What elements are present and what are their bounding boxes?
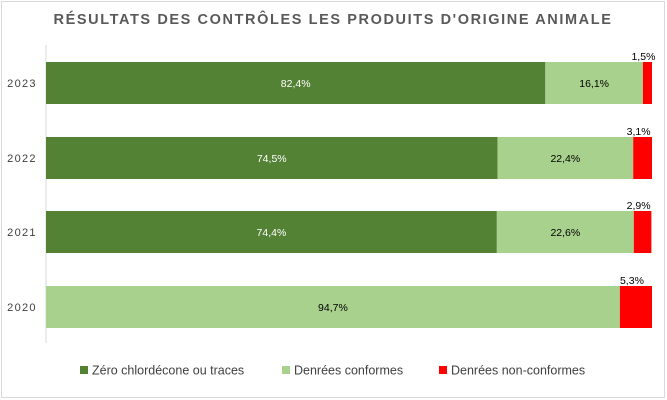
bar-segment-2020-s2 <box>619 286 652 328</box>
chart-title: RÉSULTATS DES CONTRÔLES LES PRODUITS D'O… <box>54 10 613 28</box>
bar-segment-2023-s2 <box>642 62 652 104</box>
category-label-2021: 2021 <box>7 227 37 239</box>
data-label-2023-s2: 1,5% <box>631 51 655 63</box>
data-label-2022-s0: 74,5% <box>257 153 287 165</box>
bar-segment-2021-s0 <box>46 211 497 253</box>
legend-label-s0: Zéro chlordécone ou traces <box>92 364 244 378</box>
data-label-2021-s0: 74,4% <box>257 227 287 239</box>
bar-segment-2022-s2 <box>633 137 652 179</box>
category-label-2023: 2023 <box>7 78 37 90</box>
legend-swatch-s2 <box>439 366 447 374</box>
data-label-2022-s2: 3,1% <box>627 126 651 138</box>
data-label-2021-s1: 22,6% <box>550 227 580 239</box>
legend-label-s2: Denrées non-conformes <box>451 364 585 378</box>
data-label-2023-s0: 82,4% <box>281 78 311 90</box>
data-label-2021-s2: 2,9% <box>627 200 651 212</box>
bar-segment-2021-s2 <box>633 211 652 253</box>
bar-segment-2022-s1 <box>497 137 634 179</box>
category-label-2022: 2022 <box>7 153 37 165</box>
bar-segment-2021-s1 <box>496 211 634 253</box>
legend-swatch-s0 <box>80 366 88 374</box>
data-label-2023-s1: 16,1% <box>579 78 609 90</box>
legend-swatch-s1 <box>282 366 290 374</box>
category-label-2020: 2020 <box>7 302 37 314</box>
bar-segment-2023-s1 <box>545 62 643 104</box>
bar-segment-2020-s1 <box>46 286 620 328</box>
bar-segment-2022-s0 <box>46 137 498 179</box>
data-label-2020-s1: 94,7% <box>318 302 348 314</box>
bars-group: 2023 82,4% 16,1% 1,5% 2022 74,5% 22,4% 3,1% 2021… <box>7 51 655 328</box>
data-label-2022-s1: 22,4% <box>550 153 580 165</box>
bar-segment-2023-s0 <box>46 62 546 104</box>
legend: Zéro chlordécone ou traces Denrées confor… <box>80 364 585 378</box>
data-label-2020-s2: 5,3% <box>620 275 644 287</box>
legend-label-s1: Denrées conformes <box>294 364 403 378</box>
